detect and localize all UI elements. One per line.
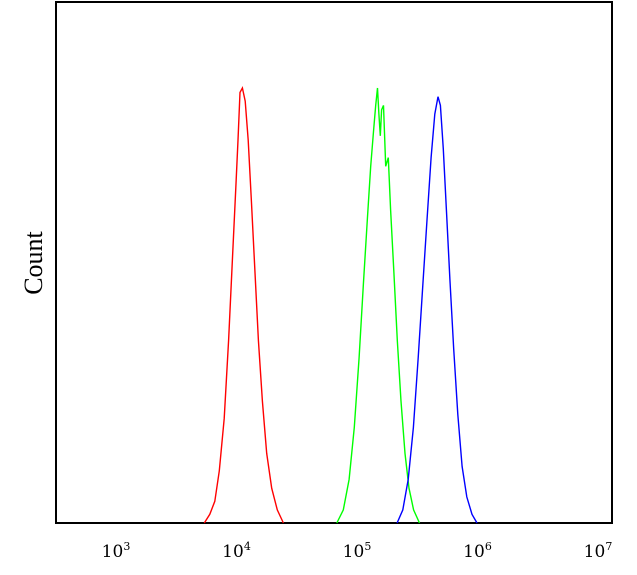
x-tick-exponent: 7	[605, 540, 612, 553]
plot-frame	[55, 1, 613, 524]
x-tick-exponent: 5	[364, 540, 371, 553]
series-layer	[203, 86, 478, 524]
histogram-series-3	[396, 96, 478, 524]
histogram-series-2	[336, 87, 421, 524]
x-tick-base: 10	[343, 542, 365, 562]
x-tick-base: 10	[102, 542, 124, 562]
x-tick-base: 10	[463, 542, 485, 562]
x-tick-label: 107	[584, 540, 613, 562]
x-tick-label: 106	[463, 540, 492, 562]
x-tick-exponent: 4	[244, 540, 251, 553]
x-tick-base: 10	[222, 542, 244, 562]
x-tick-label: 105	[343, 540, 372, 562]
x-tick-layer: 103 104 105 106 107	[102, 540, 613, 562]
y-axis-title: Count	[19, 230, 48, 294]
x-tick-base: 10	[584, 542, 606, 562]
histogram-series-1	[203, 86, 285, 524]
x-tick-label: 104	[222, 540, 251, 562]
x-tick-label: 103	[102, 540, 131, 562]
x-tick-exponent: 6	[485, 540, 492, 553]
x-tick-exponent: 3	[123, 540, 130, 553]
